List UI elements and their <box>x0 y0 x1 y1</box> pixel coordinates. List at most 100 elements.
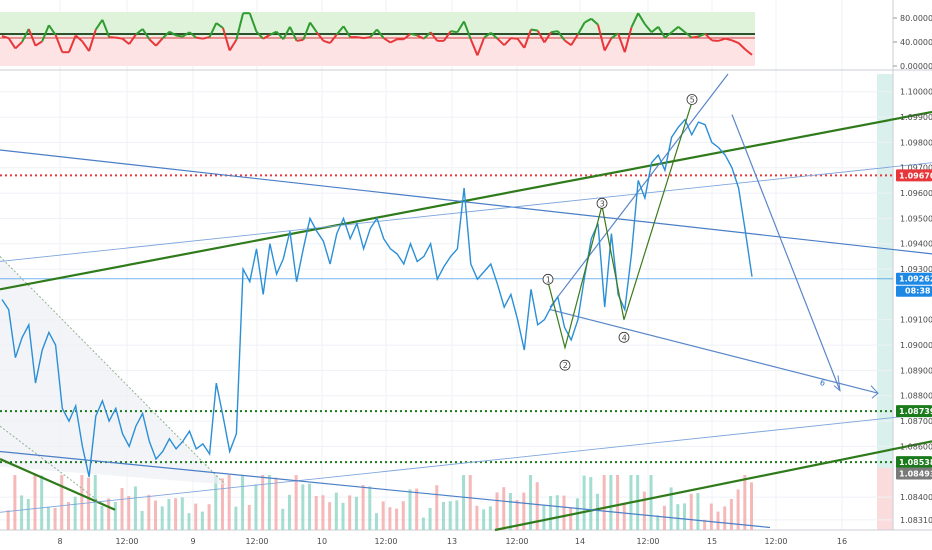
indicator-seg-96 <box>637 12 646 25</box>
indicator-seg-8 <box>48 24 57 36</box>
wave-label-circle-5 <box>686 94 698 105</box>
indicator-seg-107 <box>711 39 719 42</box>
volume-bar-103 <box>689 493 693 530</box>
volume-bar-44 <box>294 475 298 530</box>
indicator-seg-89 <box>590 17 599 26</box>
volume-bar-46 <box>308 483 312 530</box>
level-tag-4: 1.08493 <box>899 470 932 479</box>
volume-bar-58 <box>388 507 392 530</box>
indicator-seg-108 <box>718 37 726 42</box>
volume-bar-84 <box>562 495 566 530</box>
indicator-seg-54 <box>356 36 364 40</box>
right-shaded-red <box>877 468 893 530</box>
indicator-seg-100 <box>664 31 673 39</box>
volume-bar-92 <box>616 475 620 530</box>
indicator-seg-105 <box>698 32 706 38</box>
volume-bar-110 <box>736 489 740 530</box>
indicator-seg-102 <box>677 26 686 33</box>
volume-bar-27 <box>180 497 184 530</box>
volume-bar-4 <box>26 499 30 530</box>
time-axis[interactable]: 8 12:00 9 12:00 10 12:00 13 12:00 14 12:00 15 12:00… <box>57 537 847 546</box>
indicator-seg-23 <box>148 38 157 47</box>
indicator-seg-51 <box>336 25 345 36</box>
volume-bar-48 <box>321 495 325 530</box>
indicator-pane[interactable]: 80.00000 40.00000 0.00000 <box>0 12 932 71</box>
volume-bar-40 <box>267 475 271 530</box>
level-tag-bg-0 <box>896 169 932 182</box>
price-pane[interactable]: 1 2 3 4 5 6 <box>0 73 932 532</box>
price-tick-13: 1.08600 <box>900 442 932 451</box>
arrow-head-2 <box>833 375 841 392</box>
time-tick-5: 12:00 <box>374 537 397 546</box>
time-tick-8: 14 <box>575 537 585 546</box>
indicator-seg-57 <box>376 28 385 39</box>
indicator-seg-35 <box>228 39 238 52</box>
indicator-seg-77 <box>510 37 518 40</box>
indicator-seg-111 <box>737 42 746 51</box>
time-tick-2: 9 <box>190 537 195 546</box>
indicator-seg-25 <box>162 30 171 39</box>
indicator-seg-84 <box>556 30 566 41</box>
indicator-seg-47 <box>309 21 318 33</box>
volume-bar-21 <box>140 511 144 530</box>
indicator-seg-69 <box>456 20 465 33</box>
volume-bar-98 <box>656 515 660 530</box>
volume-bar-12 <box>80 475 84 530</box>
indicator-seg-62 <box>410 32 418 37</box>
volume-bar-97 <box>649 475 653 530</box>
indicator-seg-90 <box>597 24 606 51</box>
indicator-seg-4 <box>21 28 30 43</box>
volume-bar-30 <box>200 511 204 530</box>
indicator-seg-61 <box>403 33 412 41</box>
indicator-seg-109 <box>724 37 733 42</box>
volume-bar-99 <box>662 505 666 530</box>
volume-bar-42 <box>281 508 285 530</box>
countdown-tag-bg <box>896 285 932 297</box>
indicator-upper-band <box>0 12 755 36</box>
volume-bar-80 <box>535 482 539 530</box>
price-tick-15: 1.08310 <box>900 516 932 525</box>
price-line <box>1 118 753 477</box>
level-tag-0: 1.09670 <box>899 171 932 180</box>
price-tick-0: 1.10000 <box>900 88 932 97</box>
dotted-diagonal-2 <box>0 425 101 503</box>
indicator-seg-7 <box>41 24 50 42</box>
indicator-seg-74 <box>490 32 499 40</box>
indicator-seg-63 <box>416 34 425 40</box>
volume-bar-73 <box>488 506 492 530</box>
indicator-seg-58 <box>383 37 391 44</box>
indicator-seg-110 <box>731 39 739 44</box>
indicator-seg-20 <box>128 33 137 45</box>
wave-label-1: 1 <box>546 275 551 284</box>
volume-bar-90 <box>602 475 606 530</box>
volume-bar-95 <box>636 475 640 530</box>
indicator-seg-19 <box>121 37 130 45</box>
volume-bar-2 <box>13 475 17 530</box>
indicator-seg-9 <box>54 34 64 53</box>
volume-bar-61 <box>408 489 412 530</box>
volume-bar-25 <box>167 499 171 530</box>
volume-bar-11 <box>73 496 77 530</box>
volume-bar-91 <box>609 475 613 530</box>
level-tag-bg-4 <box>896 467 932 480</box>
indicator-seg-97 <box>644 23 653 33</box>
indicator-seg-55 <box>363 36 371 40</box>
price-tick-14: 1.08400 <box>900 493 932 502</box>
volume-bar-72 <box>482 509 486 530</box>
volume-bar-106 <box>709 503 713 530</box>
indicator-seg-15 <box>94 19 104 31</box>
time-tick-6: 13 <box>447 537 457 546</box>
price-axis[interactable]: 1.10000 1.09900 1.09800 1.09700 1.09600 1.095… <box>896 88 932 525</box>
indicator-seg-83 <box>550 30 558 34</box>
price-tick-4: 1.09600 <box>900 189 932 198</box>
volume-bar-35 <box>234 506 238 530</box>
indicator-seg-32 <box>208 22 218 38</box>
indicator-seg-40 <box>262 34 271 40</box>
wave-label-circle-1 <box>542 273 554 285</box>
volume-bar-101 <box>676 504 680 530</box>
volume-bar-79 <box>529 475 533 530</box>
indicator-seg-43 <box>282 26 291 40</box>
indicator-seg-46 <box>302 22 311 41</box>
volume-bar-29 <box>194 503 198 530</box>
